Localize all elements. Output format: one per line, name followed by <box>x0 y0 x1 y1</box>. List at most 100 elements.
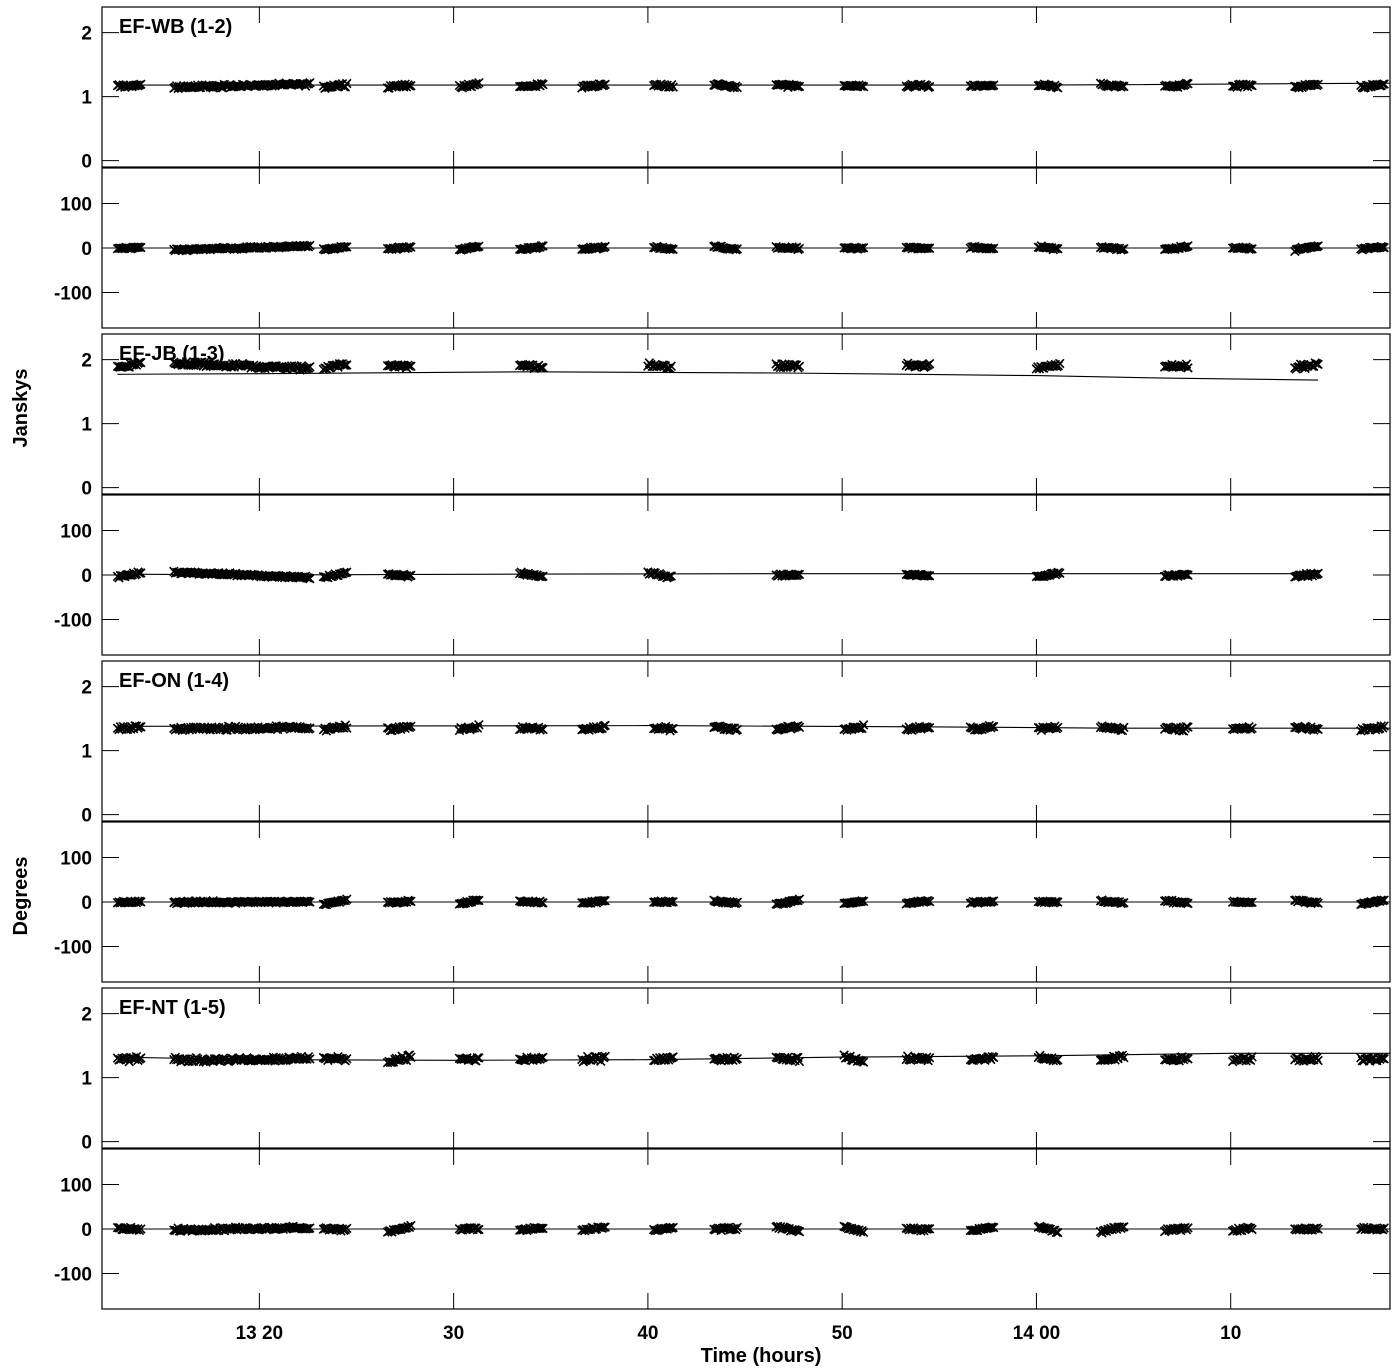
phase-point <box>1051 243 1062 254</box>
amp-tick-label: 1 <box>81 742 92 763</box>
phase-point <box>924 896 935 907</box>
amplitude-point <box>1119 1052 1129 1063</box>
phase-point <box>1119 1222 1129 1232</box>
phase-point <box>1313 1224 1323 1235</box>
phase-point <box>1183 570 1193 580</box>
amplitude-point <box>1379 1054 1389 1064</box>
amplitude-point <box>1047 1053 1057 1063</box>
amplitude-point <box>305 723 315 733</box>
phase-point <box>136 897 146 907</box>
amplitude-point <box>342 360 352 370</box>
amplitude-model-line <box>117 371 1319 381</box>
x-tick-label: 40 <box>637 1323 658 1344</box>
amplitude-point <box>340 360 351 370</box>
amplitude-point <box>666 724 677 734</box>
amplitude-point <box>1308 79 1319 90</box>
amplitude-point <box>988 1052 999 1063</box>
phase-point <box>474 1224 484 1235</box>
amp-tick-label: 1 <box>81 88 92 109</box>
amp-tick-label: 1 <box>81 1069 92 1090</box>
phase-point <box>988 896 999 906</box>
amp-tick-label: 2 <box>81 24 92 45</box>
phase-tick-label: 0 <box>81 566 92 587</box>
panel-label: EF-WB (1-2) <box>119 16 232 38</box>
amplitude-point <box>855 81 866 92</box>
phase-point <box>921 570 932 581</box>
amplitude-point <box>340 720 351 730</box>
amplitude-point <box>385 1057 396 1068</box>
phase-point <box>1119 897 1129 908</box>
amplitude-point <box>732 1053 743 1064</box>
amplitude-point <box>1183 722 1193 732</box>
phase-point <box>538 898 548 908</box>
amp-tick-label: 0 <box>81 806 92 827</box>
amplitude-point <box>988 721 999 732</box>
phase-point <box>1053 243 1063 254</box>
phase-point <box>598 1222 609 1232</box>
phase-point <box>600 1222 610 1232</box>
phase-point <box>794 243 805 254</box>
amplitude-point <box>1247 80 1257 91</box>
phase-point <box>342 242 352 252</box>
amplitude-point <box>406 721 416 731</box>
phase-tick-label: -100 <box>54 1264 92 1285</box>
phase-point <box>1183 898 1193 909</box>
amplitude-point <box>1379 721 1389 731</box>
phase-point <box>535 1223 545 1234</box>
amplitude-point <box>924 358 935 369</box>
phase-point <box>600 895 610 906</box>
amplitude-point <box>253 79 263 90</box>
phase-point <box>732 244 743 254</box>
amplitude-model-line <box>117 82 1391 86</box>
amplitude-point <box>406 1052 416 1063</box>
phase-point <box>857 243 867 253</box>
x-tick-label: 13 20 <box>236 1323 284 1344</box>
amplitude-point <box>597 80 608 91</box>
phase-point <box>305 573 315 584</box>
amplitude-point <box>858 720 869 730</box>
amplitude-point <box>1377 79 1388 90</box>
amplitude-point <box>794 81 805 92</box>
x-tick-label: 50 <box>832 1323 853 1344</box>
phase-point <box>406 242 416 252</box>
amplitude-point <box>134 722 145 732</box>
phase-point <box>666 571 676 581</box>
phase-point <box>600 241 610 252</box>
amplitude-point <box>1053 83 1063 93</box>
amplitude-point <box>305 77 315 88</box>
phase-point <box>988 243 999 254</box>
phase-point <box>133 242 143 252</box>
amplitude-point <box>791 360 802 370</box>
amplitude-point <box>600 720 610 731</box>
phase-point <box>732 897 743 908</box>
phase-point <box>791 895 802 906</box>
phase-point <box>1042 1223 1053 1234</box>
amplitude-point <box>668 82 678 92</box>
phase-point <box>668 1222 678 1233</box>
amplitude-point <box>474 1053 484 1063</box>
phase-point <box>472 1225 483 1235</box>
amplitude-point <box>538 362 548 373</box>
amplitude-point <box>988 80 999 90</box>
phase-tick-label: 0 <box>81 1220 92 1241</box>
amplitude-point <box>404 81 415 91</box>
phase-point <box>1119 244 1129 254</box>
phase-point <box>1244 897 1254 908</box>
amplitude-point <box>791 1052 802 1063</box>
y-axis-label-degrees: Degrees <box>10 857 32 936</box>
phase-point <box>404 570 415 581</box>
phase-point <box>233 1223 244 1233</box>
phase-point <box>1379 1223 1389 1233</box>
baseline-panel-1: 0 1 2 100 0 -100 EF-WB (1-2) <box>54 6 1391 329</box>
amplitude-point <box>855 1056 866 1066</box>
amplitude-point <box>1310 723 1320 734</box>
phase-point <box>339 567 349 578</box>
amplitude-point <box>1053 1055 1063 1065</box>
phase-point <box>136 1224 146 1234</box>
phase-point <box>474 241 484 252</box>
amplitude-point <box>666 361 676 371</box>
amplitude-point <box>1054 358 1065 369</box>
amplitude-point <box>1313 79 1323 90</box>
